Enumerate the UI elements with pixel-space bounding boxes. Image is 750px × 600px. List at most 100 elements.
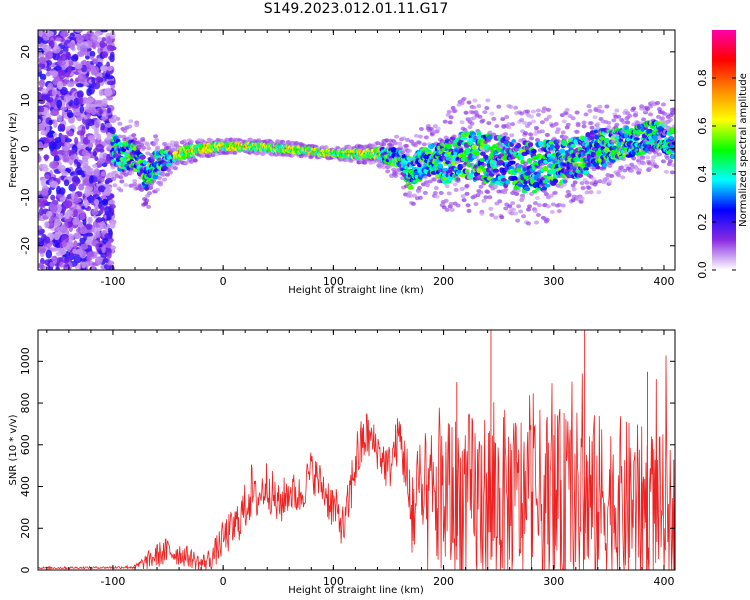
halo-cell (141, 145, 147, 150)
noise-cell (43, 138, 50, 144)
halo-cell (467, 125, 473, 130)
halo-cell (481, 162, 487, 167)
noise-cell (77, 125, 83, 132)
halo-cell (606, 125, 612, 130)
halo-cell (580, 185, 586, 190)
noise-cell (86, 113, 91, 119)
noise-cell (56, 99, 63, 109)
noise-cell (73, 158, 79, 165)
halo-cell (132, 182, 138, 187)
halo-cell (514, 191, 520, 196)
noise-cell (54, 218, 62, 227)
halo-cell (188, 139, 194, 144)
noise-cell (97, 157, 106, 164)
halo-cell (449, 207, 455, 212)
halo-cell (536, 203, 542, 208)
halo-cell (404, 143, 410, 148)
halo-cell (118, 188, 124, 193)
halo-cell (629, 168, 635, 173)
noise-cell (55, 37, 62, 42)
noise-cell (96, 133, 102, 141)
halo-cell (584, 180, 590, 185)
halo-cell (563, 135, 569, 140)
halo-cell (496, 104, 502, 109)
halo-cell (482, 110, 488, 115)
halo-cell (553, 121, 559, 126)
halo-cell (122, 128, 128, 133)
noise-cell (81, 261, 86, 269)
halo-cell (477, 114, 483, 119)
halo-cell (564, 107, 570, 112)
noise-cell (66, 81, 75, 88)
noise-cell (73, 232, 82, 240)
halo-cell (533, 220, 539, 225)
noise-cell (104, 36, 113, 45)
noise-cell (76, 130, 85, 136)
noise-cell (92, 163, 98, 168)
halo-cell (660, 102, 666, 107)
halo-cell (115, 116, 121, 121)
halo-cell (432, 191, 438, 196)
noise-cell (74, 111, 82, 116)
halo-cell (472, 98, 478, 103)
noise-cell (106, 66, 113, 72)
noise-cell (45, 30, 54, 37)
noise-cell (84, 188, 91, 198)
noise-cell (75, 83, 84, 88)
halo-cell (664, 156, 670, 161)
noise-cell (60, 134, 66, 143)
noise-cell (86, 251, 96, 258)
spectral-cell (407, 184, 414, 190)
noise-cell (105, 210, 115, 217)
halo-cell (530, 109, 536, 114)
halo-cell (508, 104, 514, 109)
noise-cell (95, 143, 104, 152)
spectral-cell (532, 189, 537, 194)
halo-cell (539, 129, 545, 134)
halo-cell (484, 106, 490, 111)
noise-cell (106, 251, 112, 259)
noise-cell (48, 141, 57, 150)
noise-cell (100, 195, 107, 200)
noise-cell (74, 136, 79, 146)
halo-cell (393, 174, 399, 179)
halo-cell (140, 138, 146, 143)
noise-cell (102, 98, 108, 104)
halo-cell (637, 168, 643, 173)
halo-cell (627, 113, 633, 118)
noise-cell (48, 119, 53, 126)
noise-cell (60, 64, 67, 71)
halo-cell (424, 183, 430, 188)
noise-cell (93, 168, 100, 177)
noise-cell (91, 208, 99, 216)
noise-cell (70, 55, 79, 62)
halo-cell (469, 121, 475, 126)
noise-cell (90, 137, 96, 144)
noise-cell (69, 42, 75, 50)
spectral-cell (446, 143, 453, 150)
noise-cell (98, 109, 103, 115)
halo-cell (455, 203, 461, 208)
halo-cell (117, 134, 123, 139)
halo-cell (556, 209, 562, 214)
noise-cell (106, 240, 112, 249)
halo-cell (444, 184, 450, 189)
halo-cell (461, 96, 467, 101)
noise-cell (43, 236, 51, 244)
noise-cell (100, 30, 109, 33)
halo-cell (497, 199, 503, 204)
halo-cell (155, 145, 161, 150)
halo-cell (561, 119, 567, 124)
halo-cell (421, 142, 427, 147)
noise-cell (100, 171, 106, 177)
noise-cell (76, 35, 84, 45)
noise-cell (59, 197, 65, 203)
noise-cell (78, 183, 85, 191)
spectral-cell (474, 150, 480, 157)
noise-cell (38, 36, 43, 44)
halo-cell (574, 129, 580, 134)
halo-cell (466, 100, 472, 105)
halo-cell (648, 112, 654, 117)
halo-cell (151, 179, 157, 184)
